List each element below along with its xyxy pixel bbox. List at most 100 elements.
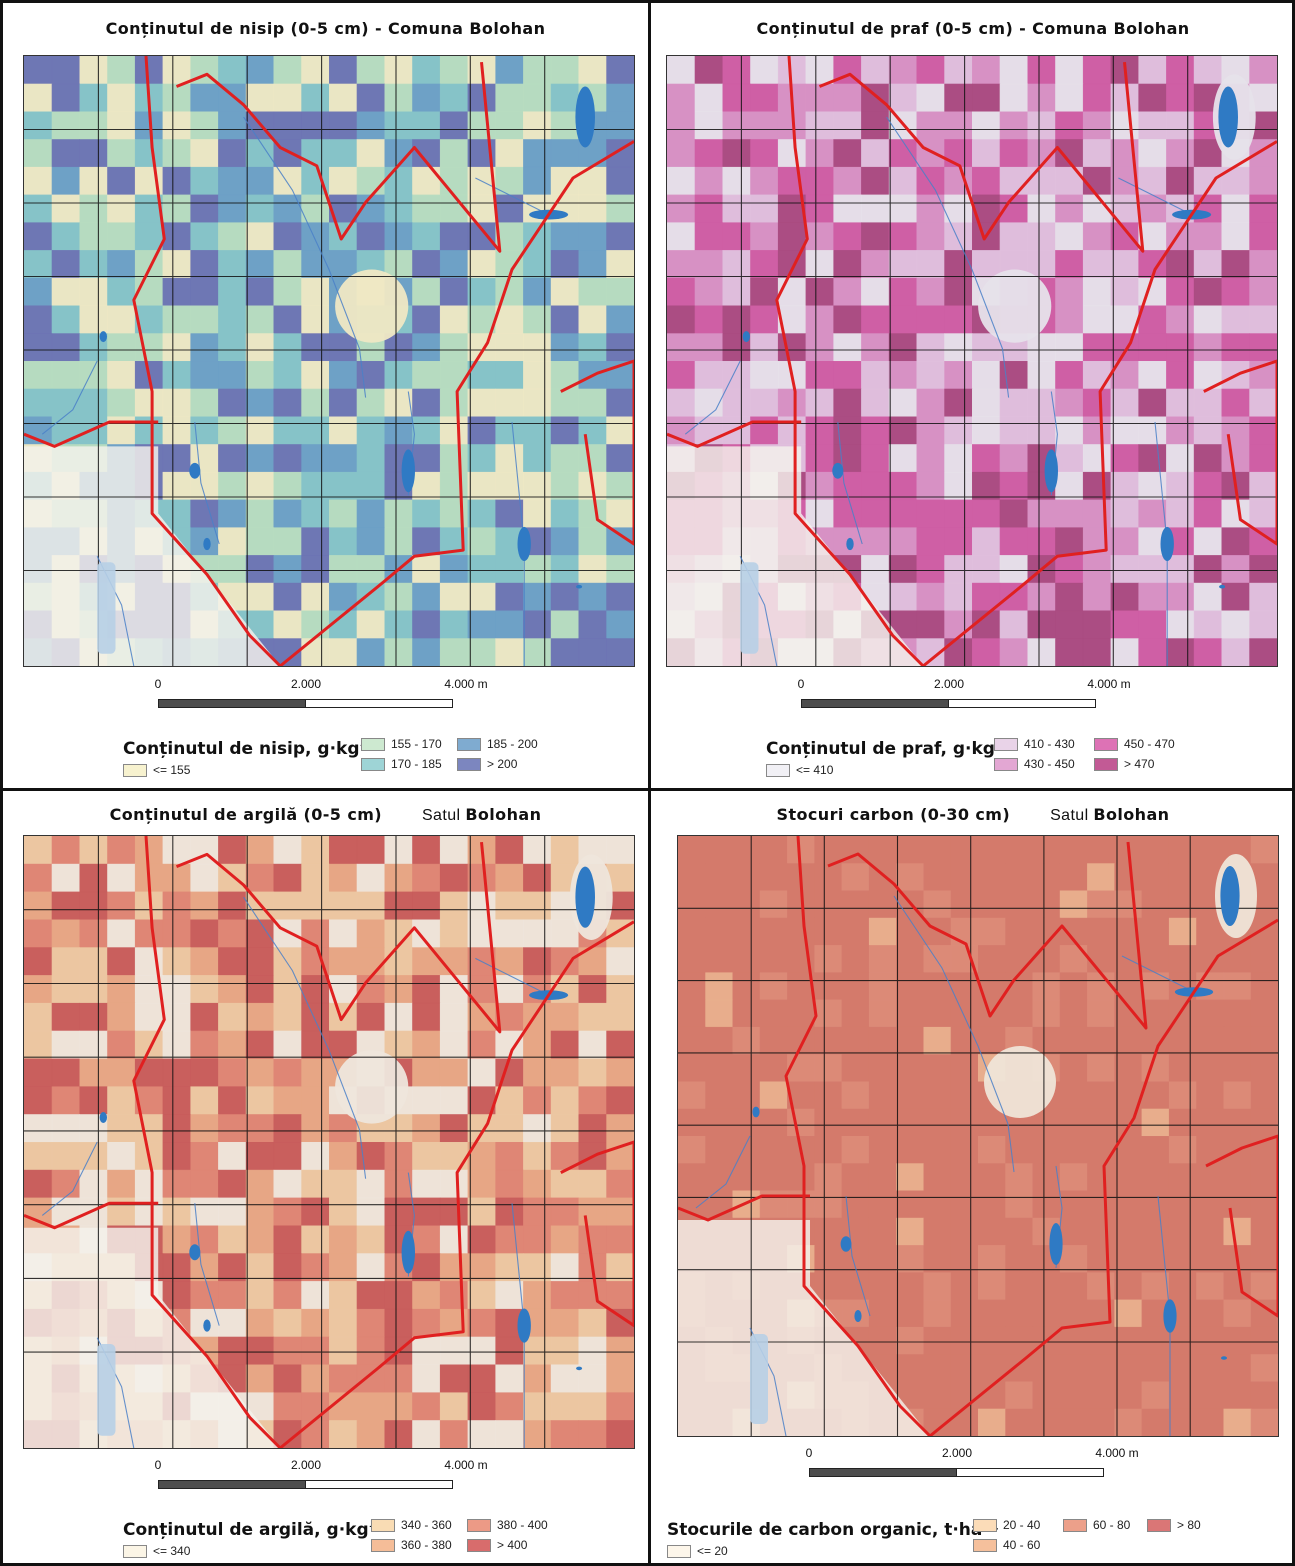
raster-cell <box>606 1281 634 1310</box>
raster-cell <box>950 999 979 1028</box>
raster-cell <box>1223 1190 1252 1219</box>
raster-cell <box>1027 56 1056 85</box>
raster-cell <box>495 1336 524 1366</box>
raster-cell <box>750 166 779 196</box>
legend-swatch <box>766 763 790 777</box>
raster-cell <box>107 891 136 920</box>
raster-cell <box>1032 1026 1061 1055</box>
raster-cell <box>356 1142 385 1171</box>
raster-cell <box>1141 972 1170 1001</box>
raster-cell <box>833 166 862 196</box>
raster-cell <box>495 56 524 85</box>
raster-cell <box>678 836 706 864</box>
raster-cell <box>1082 638 1112 666</box>
raster-cell <box>523 416 552 445</box>
raster-cell <box>678 917 706 946</box>
raster-cell <box>162 863 191 893</box>
raster-cell <box>868 972 897 1001</box>
raster-cell <box>944 388 973 417</box>
raster-cell <box>1055 416 1084 445</box>
raster-cell <box>944 250 973 279</box>
raster-cell <box>888 222 918 251</box>
boundary-line <box>678 1194 810 1222</box>
raster-cell <box>705 1163 734 1192</box>
raster-cell <box>495 1169 524 1199</box>
boundary-line <box>775 56 925 666</box>
raster-cell <box>814 1054 843 1083</box>
raster-cell <box>329 1308 358 1338</box>
raster-cell <box>896 1245 925 1273</box>
raster-cell <box>273 836 302 865</box>
raster-cell <box>1249 222 1277 251</box>
raster-cell <box>439 305 469 334</box>
raster-cell <box>999 471 1028 501</box>
raster-cell <box>495 1281 524 1310</box>
water-body <box>854 1310 862 1322</box>
raster-cell <box>888 333 918 362</box>
water-body <box>189 462 201 479</box>
boundary-line <box>784 836 932 1436</box>
raster-cell <box>134 1002 164 1032</box>
raster-cell <box>578 1086 607 1115</box>
raster-cell <box>550 83 580 112</box>
raster-cell <box>467 1114 496 1143</box>
raster-cell <box>1249 416 1277 445</box>
raster-cell <box>79 56 108 85</box>
raster-cell <box>550 56 580 85</box>
raster-cell <box>896 1163 925 1192</box>
raster-cell <box>972 471 1001 501</box>
raster-cell <box>1249 444 1277 473</box>
raster-cell <box>777 222 807 251</box>
raster-cell <box>1168 1381 1197 1410</box>
raster-cell <box>1005 1272 1034 1301</box>
raster-cell <box>896 1054 925 1083</box>
raster-cell <box>1082 83 1112 112</box>
raster-cell <box>356 919 385 948</box>
raster-cell <box>301 1225 330 1254</box>
scale-label-4000: 4.000 m <box>444 677 488 691</box>
boundary-line <box>929 918 1278 1436</box>
reservoir <box>750 1334 768 1424</box>
stream-line <box>845 1195 871 1317</box>
raster-cell <box>861 527 890 556</box>
raster-cell <box>1082 499 1112 528</box>
raster-cell <box>467 1281 496 1310</box>
legend-swatch <box>457 757 481 771</box>
raster-cell <box>550 1308 580 1338</box>
raster-cell <box>79 1002 108 1032</box>
stream-line <box>695 1135 751 1209</box>
raster-cell <box>245 1142 275 1171</box>
raster-cell <box>1032 1408 1061 1436</box>
raster-cell <box>578 1308 607 1338</box>
raster-cell <box>999 222 1028 251</box>
raster-cell <box>1193 638 1223 666</box>
raster-cell <box>694 277 723 307</box>
raster-cell <box>329 444 358 473</box>
raster-cell <box>467 1169 496 1199</box>
raster-cell <box>495 1225 524 1254</box>
raster-cell <box>722 139 751 168</box>
legend-item-2: 430 - 450 <box>994 757 1075 771</box>
raster-cell <box>523 166 552 196</box>
raster-cell <box>944 416 973 445</box>
legend: Stocurile de carbon organic, t·ha⁻¹ <= 2… <box>667 1516 1287 1566</box>
raster-cell <box>814 1108 843 1137</box>
raster-cell <box>467 527 496 556</box>
raster-cell <box>1138 582 1167 612</box>
raster-cell <box>550 836 580 865</box>
scale-label-2000: 2.000 <box>290 677 322 691</box>
legend-title: Conținutul de nisip, g·kg⁻¹ <box>123 739 376 759</box>
raster-cell <box>329 863 358 893</box>
raster-cell <box>1138 139 1167 168</box>
raster-cell <box>759 1108 788 1137</box>
raster-cell <box>1055 166 1084 196</box>
raster-cell <box>24 305 53 334</box>
raster-cell <box>578 527 607 556</box>
raster-cell <box>1250 1108 1278 1137</box>
raster-cell <box>301 1142 330 1171</box>
raster-cell <box>1138 416 1167 445</box>
raster-cell <box>1110 333 1139 362</box>
raster-cell <box>412 582 441 612</box>
raster-cell <box>24 166 53 196</box>
stream-line <box>475 177 549 216</box>
